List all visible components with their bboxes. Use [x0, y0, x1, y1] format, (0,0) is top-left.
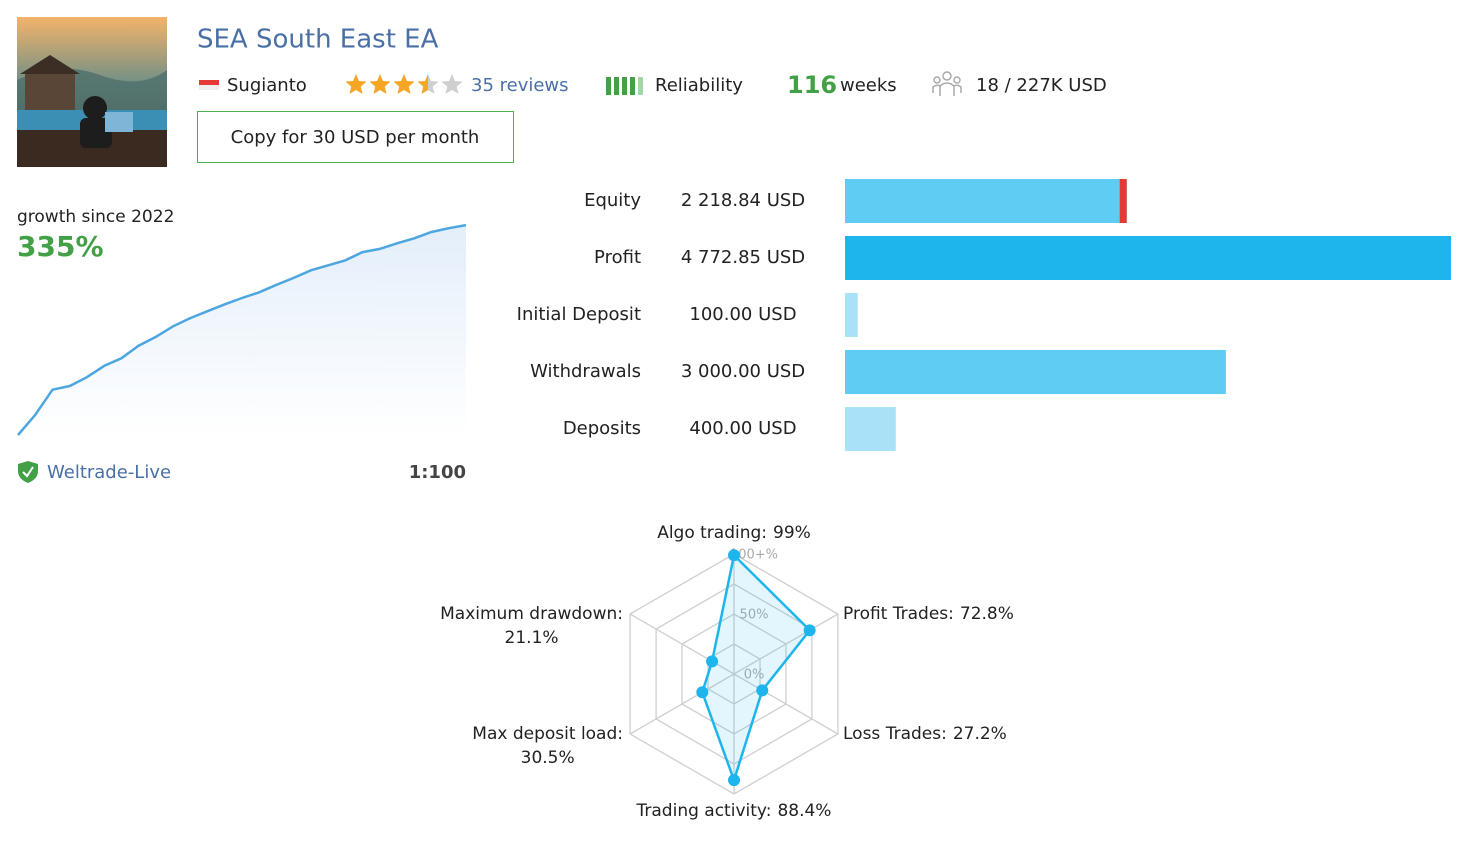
radar-category: Max deposit load: — [472, 724, 623, 744]
radar-value-label: 30.5% — [521, 748, 575, 768]
radar-category: Loss Trades: — [843, 724, 947, 744]
radar-value-label: 72.8% — [960, 604, 1014, 624]
bar-label: Equity — [584, 190, 641, 211]
bar-label: Withdrawals — [530, 361, 641, 382]
star — [417, 74, 428, 94]
bar-marker — [1119, 179, 1127, 223]
bar-label: Deposits — [563, 418, 641, 439]
growth-area — [18, 225, 466, 435]
bar — [845, 407, 896, 451]
radar-value-label: 88.4% — [777, 801, 831, 821]
radar-category: Maximum drawdown: — [440, 604, 623, 624]
radar-label: Algo trading: 99% — [657, 523, 811, 543]
copy-button-frame[interactable] — [197, 111, 514, 163]
star — [345, 74, 367, 94]
radar-value-label: 99% — [773, 523, 811, 543]
radar-value-label: 27.2% — [953, 724, 1007, 744]
bar-value-label: 4 772.85 USD — [681, 247, 805, 268]
radar-tick-label: 0% — [744, 668, 765, 683]
radar-spoke — [733, 613, 839, 675]
radar-spoke — [629, 673, 735, 735]
avatar[interactable] — [17, 17, 167, 167]
broker-icon — [18, 461, 38, 483]
radar-tick-label: 50% — [740, 608, 769, 623]
bar — [845, 179, 1127, 223]
radar-label: Profit Trades: 72.8% — [843, 604, 1014, 624]
broker[interactable]: Weltrade-Live — [47, 462, 171, 483]
weeks-unit: weeks — [840, 75, 897, 96]
subscribers: 18 / 227K USD — [976, 75, 1107, 96]
bar-value-label: 3 000.00 USD — [681, 361, 805, 382]
copy-button-label[interactable]: Copy for 30 USD per month — [231, 127, 480, 148]
copy-button[interactable]: Copy for 30 USD per month — [197, 111, 514, 163]
leverage: 1:100 — [409, 462, 466, 483]
reliability-icon — [606, 77, 643, 95]
author[interactable]: Sugianto — [227, 75, 307, 96]
radar-category: Algo trading: — [657, 523, 767, 543]
star-empty — [441, 74, 463, 94]
bar-label: Profit — [594, 247, 641, 268]
flag — [199, 85, 219, 90]
radar-spoke — [733, 673, 839, 735]
radar-point — [696, 686, 709, 699]
rating-stars — [345, 74, 463, 94]
subscribers-icon — [932, 71, 962, 96]
bar-label: Initial Deposit — [517, 304, 641, 325]
star — [393, 74, 415, 94]
radar-label: Loss Trades: 27.2% — [843, 724, 1007, 744]
flag — [199, 80, 219, 85]
radar-point — [728, 549, 740, 562]
growth-line — [17, 223, 467, 436]
growth-value: 335% — [17, 230, 104, 263]
bar-value-label: 2 218.84 USD — [681, 190, 805, 211]
star — [369, 74, 391, 94]
reliability: Reliability — [655, 75, 743, 96]
radar-point — [803, 624, 816, 637]
bar — [845, 293, 858, 337]
bar-value-label: 400.00 USD — [689, 418, 796, 439]
radar-point — [756, 684, 769, 697]
radar-point — [706, 655, 719, 668]
weeks: 116 — [787, 71, 837, 99]
radar-value-label: 21.1% — [505, 628, 559, 648]
radar-label: Trading activity: 88.4% — [636, 801, 832, 821]
growth-label: growth since 2022 — [17, 207, 174, 227]
radar-category: Trading activity: — [636, 801, 772, 821]
radar-category: Profit Trades: — [843, 604, 954, 624]
bar-value-label: 100.00 USD — [689, 304, 796, 325]
reviews[interactable]: 35 reviews — [471, 75, 569, 96]
radar-tick-label: 100+% — [730, 548, 778, 563]
bar — [845, 236, 1451, 280]
bar — [845, 350, 1226, 394]
radar-point — [728, 774, 740, 787]
title[interactable]: SEA South East EA — [197, 25, 439, 55]
